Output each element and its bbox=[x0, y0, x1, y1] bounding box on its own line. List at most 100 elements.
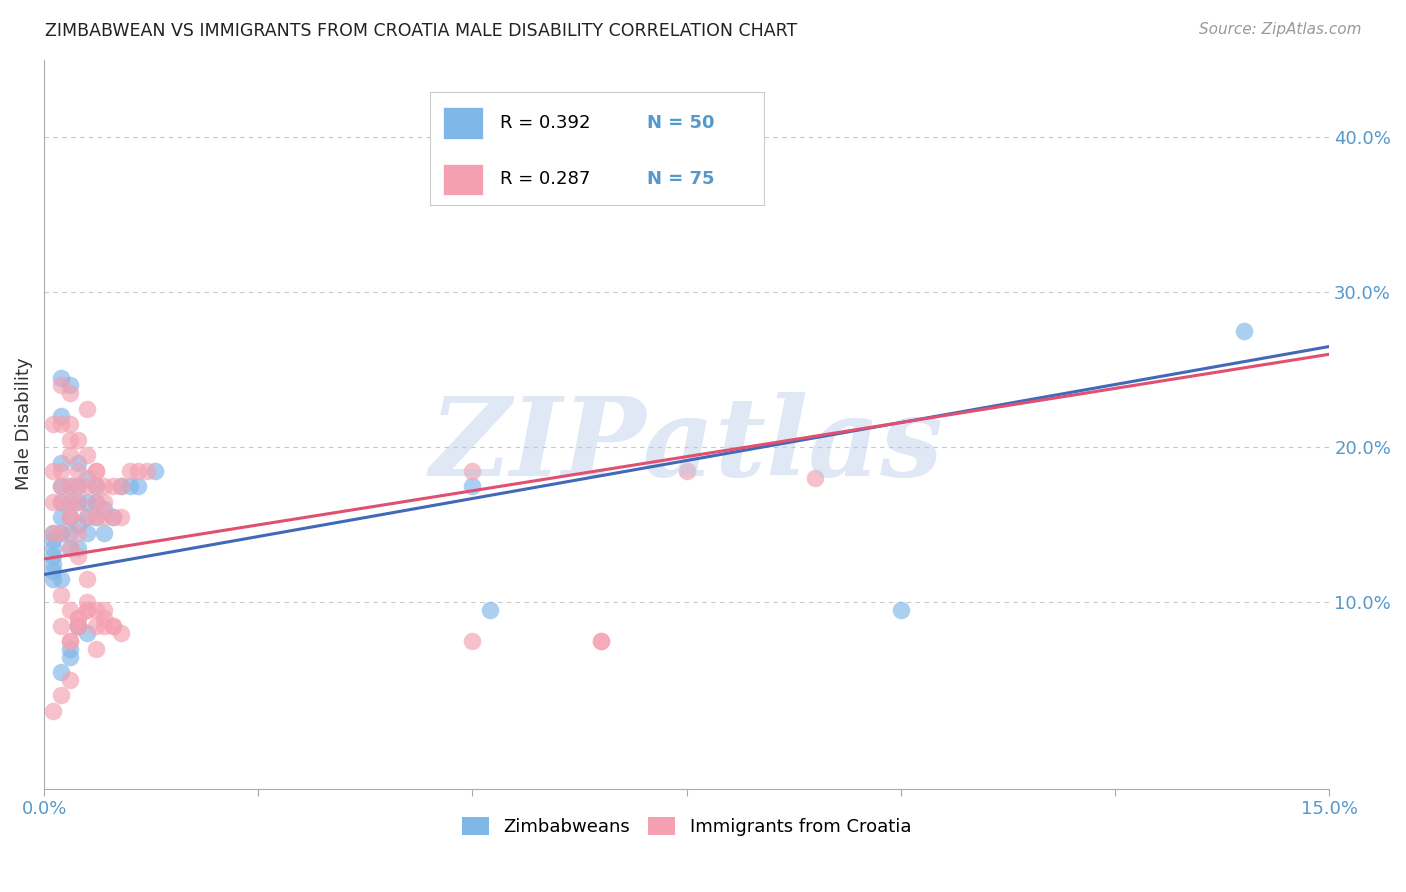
Point bbox=[51, 370, 73, 384]
Point bbox=[804, 471, 827, 485]
Point bbox=[76, 479, 98, 493]
Point bbox=[101, 510, 124, 524]
Text: Source: ZipAtlas.com: Source: ZipAtlas.com bbox=[1198, 22, 1361, 37]
Point bbox=[59, 386, 82, 401]
Point bbox=[145, 464, 167, 478]
Point bbox=[93, 525, 115, 540]
Point bbox=[59, 634, 82, 648]
Point bbox=[127, 479, 149, 493]
Point bbox=[110, 626, 132, 640]
Point bbox=[59, 510, 82, 524]
Point bbox=[67, 618, 90, 632]
Point bbox=[589, 634, 612, 648]
Point bbox=[118, 464, 141, 478]
Point bbox=[41, 494, 63, 508]
Point bbox=[76, 401, 98, 416]
Point bbox=[51, 494, 73, 508]
Point bbox=[67, 433, 90, 447]
Point bbox=[76, 494, 98, 508]
Point bbox=[51, 588, 73, 602]
Point bbox=[84, 464, 107, 478]
Point bbox=[51, 456, 73, 470]
Point bbox=[51, 618, 73, 632]
Point bbox=[41, 541, 63, 556]
Point bbox=[59, 541, 82, 556]
Point bbox=[51, 417, 73, 431]
Point bbox=[76, 595, 98, 609]
Point bbox=[84, 618, 107, 632]
Point bbox=[127, 464, 149, 478]
Point bbox=[59, 642, 82, 657]
Point bbox=[84, 510, 107, 524]
Point bbox=[84, 494, 107, 508]
Point bbox=[93, 479, 115, 493]
Point bbox=[84, 464, 107, 478]
Point bbox=[59, 479, 82, 493]
Point bbox=[41, 417, 63, 431]
Point bbox=[59, 494, 82, 508]
Point bbox=[59, 479, 82, 493]
Point bbox=[76, 510, 98, 524]
Point bbox=[84, 510, 107, 524]
Point bbox=[461, 464, 484, 478]
Point bbox=[67, 456, 90, 470]
Point bbox=[59, 494, 82, 508]
Point bbox=[461, 479, 484, 493]
Point bbox=[101, 479, 124, 493]
Point bbox=[67, 464, 90, 478]
Point bbox=[93, 502, 115, 516]
Point bbox=[76, 572, 98, 586]
Point bbox=[101, 618, 124, 632]
Point bbox=[59, 673, 82, 687]
Point bbox=[67, 517, 90, 532]
Point bbox=[41, 525, 63, 540]
Point bbox=[51, 479, 73, 493]
Point bbox=[59, 525, 82, 540]
Point bbox=[67, 494, 90, 508]
Point bbox=[890, 603, 912, 617]
Point bbox=[59, 603, 82, 617]
Point bbox=[41, 557, 63, 571]
Point bbox=[93, 618, 115, 632]
Point bbox=[93, 510, 115, 524]
Point bbox=[84, 479, 107, 493]
Point bbox=[76, 603, 98, 617]
Point bbox=[101, 510, 124, 524]
Point bbox=[51, 494, 73, 508]
Point bbox=[76, 525, 98, 540]
Point bbox=[84, 603, 107, 617]
Point bbox=[51, 378, 73, 392]
Point bbox=[41, 533, 63, 548]
Point bbox=[59, 649, 82, 664]
Point bbox=[59, 417, 82, 431]
Point bbox=[59, 378, 82, 392]
Point bbox=[41, 565, 63, 579]
Point bbox=[41, 572, 63, 586]
Y-axis label: Male Disability: Male Disability bbox=[15, 358, 32, 491]
Point bbox=[589, 634, 612, 648]
Point bbox=[67, 494, 90, 508]
Point bbox=[51, 572, 73, 586]
Point bbox=[51, 525, 73, 540]
Point bbox=[59, 448, 82, 462]
Point bbox=[67, 611, 90, 625]
Point bbox=[59, 433, 82, 447]
Legend: Zimbabweans, Immigrants from Croatia: Zimbabweans, Immigrants from Croatia bbox=[453, 807, 921, 845]
Point bbox=[59, 541, 82, 556]
Point bbox=[51, 479, 73, 493]
Point bbox=[67, 618, 90, 632]
Point bbox=[67, 525, 90, 540]
Point bbox=[67, 618, 90, 632]
Point bbox=[59, 510, 82, 524]
Point bbox=[67, 618, 90, 632]
Point bbox=[110, 479, 132, 493]
Point bbox=[76, 471, 98, 485]
Point bbox=[93, 494, 115, 508]
Point bbox=[67, 479, 90, 493]
Point bbox=[59, 510, 82, 524]
Point bbox=[51, 665, 73, 680]
Point bbox=[76, 626, 98, 640]
Point bbox=[76, 603, 98, 617]
Point bbox=[41, 704, 63, 718]
Point bbox=[67, 541, 90, 556]
